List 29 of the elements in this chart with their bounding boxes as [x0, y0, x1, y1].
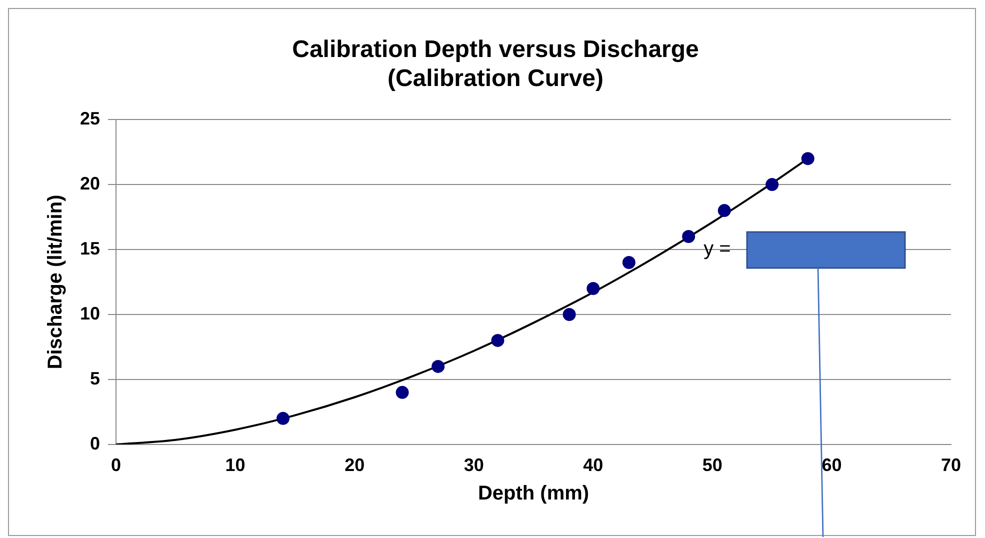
- y-tick-label: 0: [90, 433, 100, 454]
- annotation: y =: [704, 238, 731, 260]
- x-tick-label: 70: [940, 455, 962, 476]
- y-tick-label: 5: [90, 368, 100, 388]
- x-tick-label: 30: [464, 455, 484, 476]
- point: [801, 152, 814, 166]
- point: [396, 386, 409, 399]
- y-tick-label: 10: [80, 303, 100, 324]
- point: [491, 334, 504, 347]
- point: [718, 204, 731, 218]
- x-tick-label: 50: [702, 455, 722, 476]
- point: [276, 412, 290, 425]
- x-tick-label: 0: [111, 455, 122, 476]
- point: [682, 230, 696, 244]
- y-tick-label: 25: [80, 108, 100, 129]
- x-tick-label: 60: [822, 455, 842, 476]
- x-tick-label: 40: [583, 455, 604, 476]
- point: [562, 308, 576, 321]
- x-axis-title: Depth (mm): [478, 482, 590, 505]
- point: [622, 256, 636, 270]
- chart-title: Calibration Depth versus Discharge (Calibration Curve): [292, 36, 699, 92]
- y-tick-label: 20: [80, 174, 100, 194]
- x-tick-label: 10: [225, 455, 246, 476]
- y-tick-label: 15: [80, 238, 100, 258]
- point: [432, 360, 445, 373]
- x-tick-label: 20: [344, 455, 365, 476]
- y-axis-title: Discharge (lit/min): [44, 194, 67, 370]
- point: [766, 178, 779, 192]
- point: [586, 282, 600, 295]
